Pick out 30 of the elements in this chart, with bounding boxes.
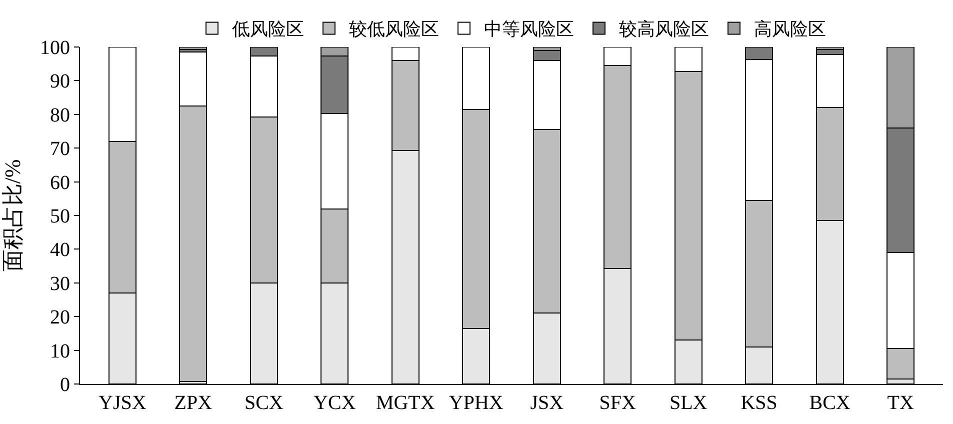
y-axis-title: 面积占比/% — [0, 159, 25, 272]
legend-label: 低风险区 — [232, 19, 304, 40]
x-tick-label: SCX — [244, 392, 284, 414]
y-tick-label: 50 — [50, 206, 70, 228]
legend-label: 高风险区 — [754, 19, 826, 40]
bar — [179, 47, 208, 50]
y-tick-label: 90 — [50, 70, 70, 93]
x-tick-label: JSX — [530, 392, 564, 414]
y-tick-label: 70 — [50, 138, 70, 160]
x-tick-label: BCX — [809, 392, 851, 414]
y-tick-label: 80 — [50, 104, 70, 126]
y-tick-label: 40 — [50, 239, 70, 262]
x-tick-label: SFX — [599, 392, 637, 414]
legend-label: 较高风险区 — [619, 19, 709, 40]
y-tick-label: 20 — [50, 306, 70, 329]
x-tick-label: SLX — [669, 392, 708, 414]
x-tick-label: ZPX — [174, 392, 213, 414]
y-tick-label: 0 — [60, 374, 70, 396]
legend-label: 较低风险区 — [349, 19, 439, 40]
x-tick-label: YPHX — [448, 392, 504, 414]
legend-label: 中等风险区 — [484, 19, 574, 40]
x-tick-label: TX — [887, 392, 914, 414]
x-tick-label: KSS — [740, 392, 778, 414]
y-tick-label: 30 — [50, 272, 70, 295]
x-tick-label: YJSX — [98, 392, 147, 414]
x-tick-label: YCX — [314, 392, 356, 414]
y-tick-label: 60 — [50, 172, 70, 194]
y-tick-label: 100 — [40, 37, 70, 59]
y-tick-label: 10 — [50, 340, 70, 362]
x-tick-label: MGTX — [376, 392, 436, 414]
